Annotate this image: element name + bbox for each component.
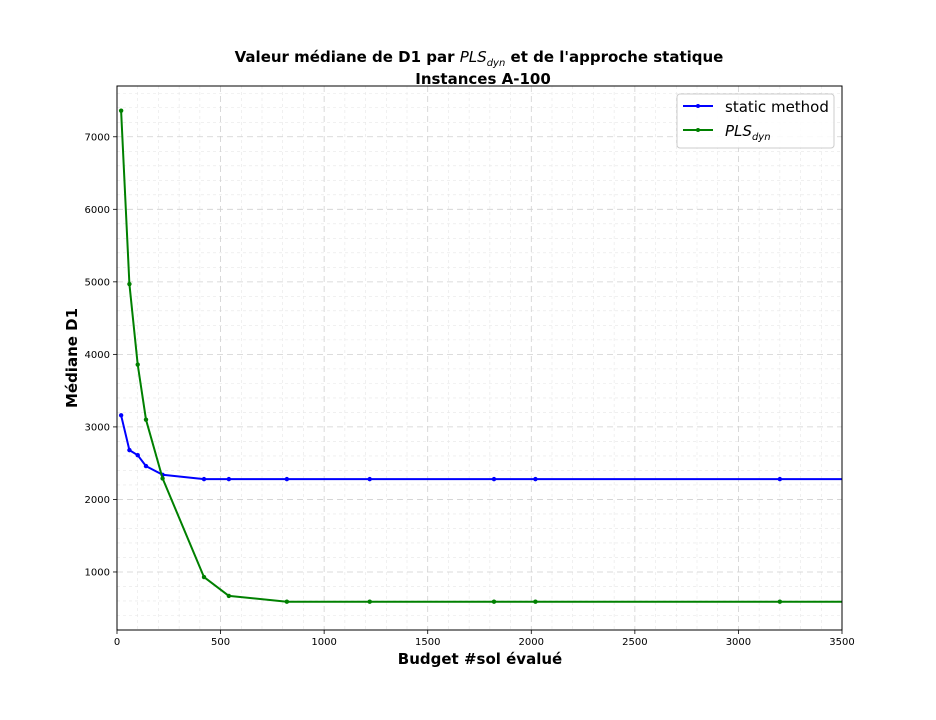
x-tick-label: 0 [114, 637, 120, 648]
legend-marker-pls-dyn [696, 128, 700, 132]
x-tick-label: 1000 [311, 637, 336, 648]
series-1-point [491, 599, 497, 604]
series-1-point [284, 599, 290, 604]
legend-box [676, 93, 835, 149]
chart-subtitle: Instances A-100 [415, 70, 551, 88]
series-1-point [127, 281, 132, 287]
series-1-point [143, 417, 149, 422]
y-axis-label: Médiane D1 [63, 308, 81, 408]
series-0-point [491, 476, 497, 482]
series-1-point [533, 599, 538, 604]
series-0-point [143, 463, 149, 469]
series-1-line [120, 110, 842, 603]
x-tick-label: 500 [211, 637, 230, 648]
series-0-point [135, 452, 140, 458]
x-tick-label: 2000 [519, 637, 544, 648]
series-0-point [367, 476, 372, 482]
chart-title: Valeur médiane de D1 par PLSdyn et de l'… [235, 48, 724, 69]
y-tick-label: 5000 [85, 277, 110, 288]
series-0-point [118, 413, 124, 418]
x-tick-label: 3000 [726, 637, 751, 648]
y-tick-label: 3000 [85, 422, 110, 433]
grid [116, 86, 843, 630]
y-tick-label: 6000 [85, 205, 110, 216]
series-0-point [226, 476, 232, 482]
legend-label-static-method: static method [725, 98, 829, 116]
legend-marker-static-method [696, 104, 700, 108]
y-tick-label: 1000 [85, 567, 110, 578]
x-tick-label: 2500 [622, 637, 647, 648]
series-1-point [135, 362, 140, 367]
series-1-point [367, 599, 372, 604]
y-tick-label: 4000 [85, 350, 110, 361]
series-0-point [127, 447, 132, 453]
ticks: 0 500 1000 1500 2000 2500 3000 3500 1000 2000 3000… [85, 132, 855, 648]
legend-label-pls-dyn: PLSdyn [725, 122, 771, 143]
series-0-point [533, 476, 538, 482]
x-tick-label: 1500 [415, 637, 440, 648]
series [118, 108, 842, 604]
series-0-point [284, 476, 290, 482]
series-1-point [777, 599, 783, 604]
x-tick-label: 3500 [829, 637, 854, 648]
legend: static method PLSdyn [676, 93, 835, 149]
series-0-line [120, 415, 842, 481]
series-1-point [160, 476, 165, 481]
x-axis-label: Budget #sol évalué [398, 650, 562, 668]
series-1-point [201, 574, 207, 580]
plot-frame [116, 85, 843, 631]
y-tick-label: 2000 [85, 495, 110, 506]
series-1-point [226, 593, 232, 599]
series-1-point [118, 108, 124, 113]
series-0-point [201, 476, 207, 482]
y-tick-label: 7000 [85, 132, 110, 143]
series-0-point [777, 476, 783, 482]
